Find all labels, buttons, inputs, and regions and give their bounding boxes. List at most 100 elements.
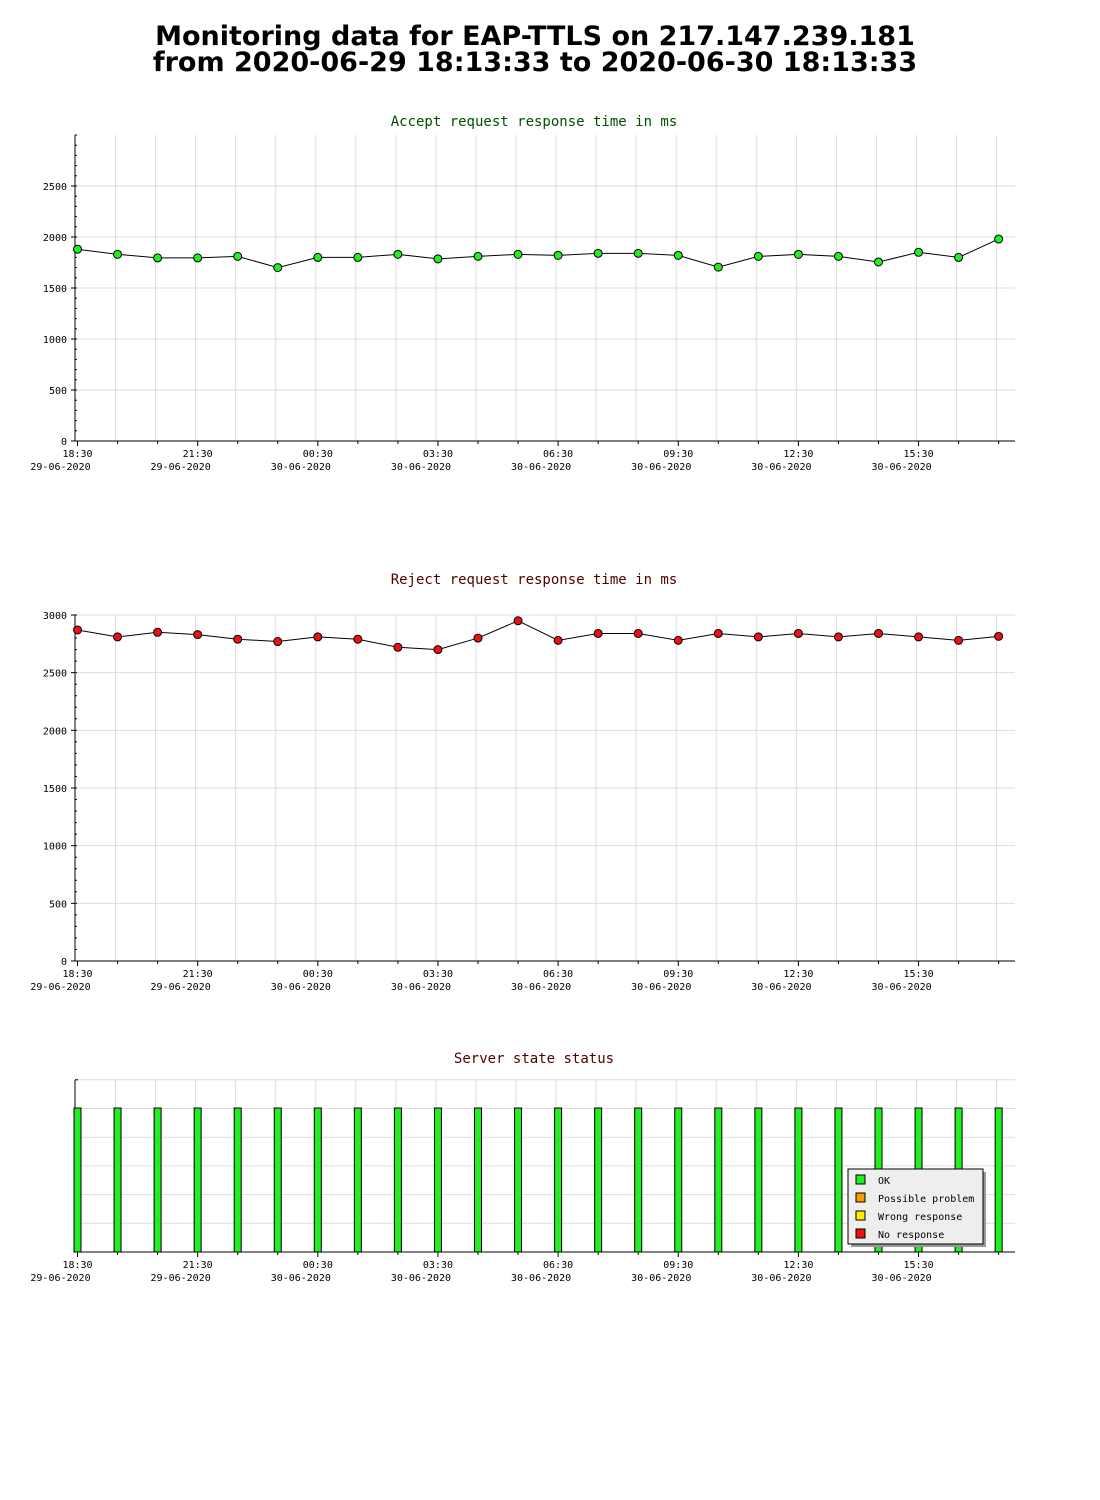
data-point <box>233 251 243 261</box>
data-point <box>994 631 1004 641</box>
x-tick-date-label: 30-06-2020 <box>871 462 931 473</box>
status-bar <box>153 1107 162 1253</box>
data-point <box>914 632 924 642</box>
data-point <box>593 628 603 638</box>
x-tick-time-label: 00:30 <box>303 449 333 460</box>
x-tick-time-label: 06:30 <box>543 1260 573 1271</box>
status-bar <box>994 1107 1003 1253</box>
data-point <box>73 244 82 254</box>
data-point <box>753 251 763 261</box>
x-tick-time-label: 12:30 <box>783 449 813 460</box>
data-point <box>353 252 363 262</box>
series-line <box>77 620 999 651</box>
data-point <box>673 635 683 645</box>
status-bar <box>514 1107 523 1253</box>
x-tick-time-label: 03:30 <box>423 449 453 460</box>
y-tick-label: 1000 <box>43 842 67 853</box>
data-point <box>313 252 323 262</box>
data-point <box>633 628 643 638</box>
legend-swatch <box>855 1228 866 1239</box>
x-tick-date-label: 30-06-2020 <box>391 462 451 473</box>
x-tick-time-label: 09:30 <box>663 449 693 460</box>
x-tick-time-label: 18:30 <box>62 1260 92 1271</box>
page-title: Monitoring data for EAP-TTLS on 217.147.… <box>0 21 1070 78</box>
y-tick-label: 500 <box>49 386 67 397</box>
x-tick-time-label: 00:30 <box>303 1260 333 1271</box>
legend-swatch <box>855 1210 866 1221</box>
data-point <box>233 634 243 644</box>
x-tick-time-label: 09:30 <box>663 1260 693 1271</box>
x-tick-date-label: 30-06-2020 <box>751 462 811 473</box>
data-point <box>193 630 203 640</box>
status-bar <box>273 1107 282 1253</box>
data-point <box>833 632 843 642</box>
page-title-line-2: from 2020-06-29 18:13:33 to 2020-06-30 1… <box>152 47 918 78</box>
status-bar <box>393 1107 402 1253</box>
x-tick-time-label: 18:30 <box>62 449 92 460</box>
legend-label: Possible problem <box>878 1194 974 1205</box>
status-bar <box>634 1107 643 1253</box>
status-bar <box>794 1107 803 1253</box>
data-point <box>473 251 483 261</box>
x-tick-time-label: 21:30 <box>183 1260 213 1271</box>
x-tick-time-label: 06:30 <box>543 969 573 980</box>
chart-title: Reject request response time in ms <box>391 572 678 588</box>
status-bar <box>834 1107 843 1253</box>
data-point <box>393 642 403 652</box>
data-point <box>513 616 523 626</box>
x-tick-date-label: 30-06-2020 <box>271 462 331 473</box>
status-bar <box>73 1107 82 1253</box>
chart-title: Accept request response time in ms <box>391 114 678 130</box>
x-tick-time-label: 15:30 <box>903 969 933 980</box>
data-point <box>874 628 883 638</box>
x-tick-time-label: 06:30 <box>543 449 573 460</box>
legend-swatch <box>855 1174 866 1185</box>
status-bar <box>113 1107 122 1253</box>
data-point <box>833 251 843 261</box>
data-point <box>673 250 683 260</box>
legend-box <box>847 1168 984 1245</box>
legend-label: No response <box>878 1230 944 1241</box>
data-point <box>353 634 363 644</box>
x-tick-date-label: 30-06-2020 <box>511 462 571 473</box>
y-tick-label: 2500 <box>43 669 67 680</box>
x-tick-date-label: 30-06-2020 <box>391 1273 451 1284</box>
x-tick-date-label: 29-06-2020 <box>151 1273 211 1284</box>
data-point <box>433 254 443 264</box>
x-tick-time-label: 03:30 <box>423 1260 453 1271</box>
status-bar <box>754 1107 763 1253</box>
x-tick-time-label: 03:30 <box>423 969 453 980</box>
y-tick-label: 2000 <box>43 726 67 737</box>
data-point <box>393 249 403 259</box>
x-tick-time-label: 21:30 <box>183 449 213 460</box>
legend-swatch <box>855 1192 866 1203</box>
x-tick-date-label: 29-06-2020 <box>151 462 211 473</box>
data-point <box>433 645 443 655</box>
page-title-line-1: Monitoring data for EAP-TTLS on 217.147.… <box>155 21 915 52</box>
data-point <box>793 628 803 638</box>
data-point <box>273 637 283 647</box>
status-bar <box>433 1107 442 1253</box>
status-bar <box>594 1107 603 1253</box>
data-point <box>153 627 163 637</box>
data-point <box>153 253 163 263</box>
y-tick-label: 500 <box>49 899 67 910</box>
status-bar <box>313 1107 322 1253</box>
x-tick-date-label: 29-06-2020 <box>30 462 90 473</box>
x-tick-date-label: 30-06-2020 <box>511 1273 571 1284</box>
x-tick-date-label: 30-06-2020 <box>631 982 691 993</box>
data-point <box>633 248 643 258</box>
x-tick-date-label: 30-06-2020 <box>631 1273 691 1284</box>
chart-title: Server state status <box>454 1051 614 1067</box>
data-point <box>553 635 563 645</box>
data-point <box>513 249 523 259</box>
status-bar <box>353 1107 362 1253</box>
x-tick-date-label: 30-06-2020 <box>751 982 811 993</box>
data-point <box>273 263 283 273</box>
y-tick-label: 1500 <box>43 284 67 295</box>
x-tick-date-label: 29-06-2020 <box>30 1273 90 1284</box>
x-tick-date-label: 30-06-2020 <box>511 982 571 993</box>
x-tick-date-label: 30-06-2020 <box>271 982 331 993</box>
y-tick-label: 3000 <box>43 611 67 622</box>
